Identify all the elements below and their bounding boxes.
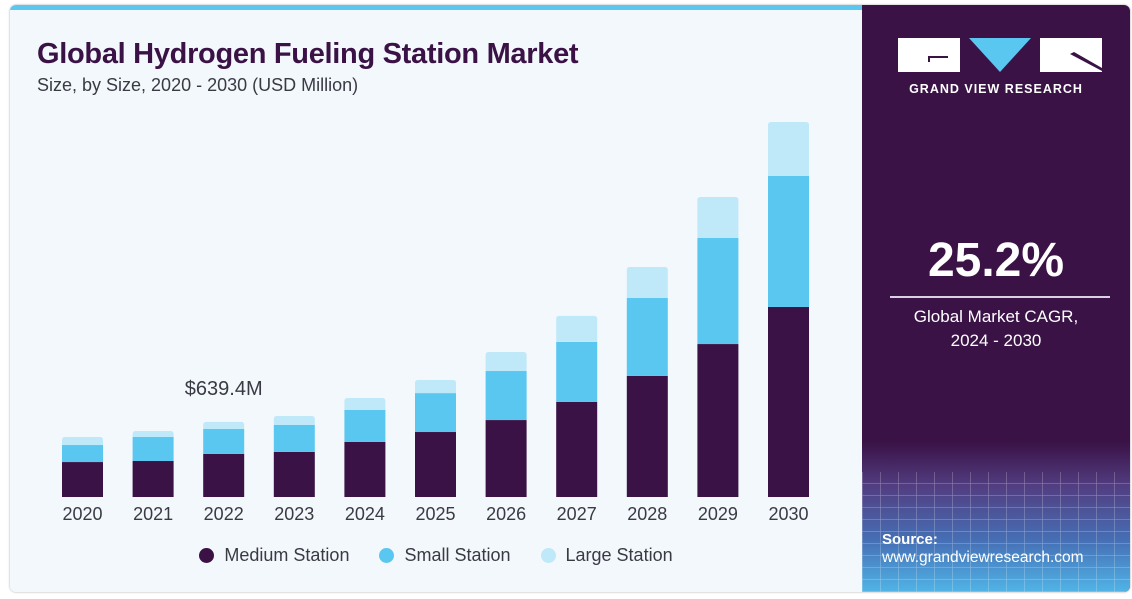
infographic-card: Global Hydrogen Fueling Station Market S… [10, 5, 1130, 592]
x-tick-label-2020: 2020 [62, 504, 102, 524]
bar-small-station-2028 [626, 297, 668, 376]
chart-subtitle: Size, by Size, 2020 - 2030 (USD Million) [37, 75, 359, 95]
cagr-label: Global Market CAGR, 2024 - 2030 [862, 305, 1130, 353]
legend-dot-medium [199, 548, 215, 563]
brand-panel: GRAND VIEW RESEARCH 25.2% Global Market … [862, 5, 1130, 592]
x-tick-label-2025: 2025 [415, 504, 455, 524]
bar-large-station-2028 [626, 266, 668, 298]
mesh-lines [862, 472, 1130, 592]
cagr-label-line2: 2024 - 2030 [950, 331, 1042, 350]
bar-group-2027 [556, 315, 598, 497]
bar-medium-station-2021 [132, 460, 174, 497]
cagr-value: 25.2% [927, 234, 1065, 287]
bar-large-station-2022 [203, 421, 245, 429]
x-tick-label-2021: 2021 [133, 504, 173, 524]
bar-group-2026 [485, 352, 527, 497]
bar-small-station-2029 [697, 238, 739, 345]
x-tick-label-2024: 2024 [345, 504, 385, 524]
gvr-logo-icon [898, 38, 1102, 72]
x-tick-label-2029: 2029 [698, 504, 738, 524]
bar-small-station-2027 [556, 341, 598, 402]
bar-small-station-2030 [768, 175, 809, 307]
bar-medium-station-2020 [62, 462, 103, 497]
stacked-bar-chart: 2020 2021 2022 2023 2024 2025 2026 2027 2028 2029… [62, 122, 809, 524]
accent-strip [10, 5, 862, 10]
bar-medium-station-2030 [768, 306, 809, 497]
bar-group-2030 [768, 122, 809, 497]
legend-item-medium: Medium Station [199, 545, 349, 566]
bar-group-2029 [697, 196, 739, 497]
legend-label-small: Small Station [404, 545, 511, 565]
brand-name: GRAND VIEW RESEARCH [909, 82, 1083, 96]
bar-medium-station-2023 [273, 451, 315, 497]
legend-dot-small [379, 548, 395, 563]
bar-small-station-2026 [485, 371, 527, 421]
legend-dot-large [540, 548, 556, 563]
bar-group-2022 [203, 421, 245, 497]
bar-medium-station-2026 [485, 420, 527, 497]
cagr-label-line1: Global Market CAGR, [913, 307, 1079, 326]
bar-large-station-2021 [132, 430, 174, 437]
legend-item-large: Large Station [540, 545, 673, 566]
bar-large-station-2029 [697, 196, 739, 239]
legend-label-large: Large Station [565, 545, 673, 565]
bar-group-2023 [273, 415, 315, 497]
bar-small-station-2022 [203, 428, 245, 454]
bar-small-station-2020 [62, 445, 103, 463]
bar-small-station-2023 [273, 424, 315, 452]
bar-small-station-2024 [344, 409, 386, 442]
bar-medium-station-2027 [556, 401, 598, 497]
bar-large-station-2023 [273, 415, 315, 425]
bar-large-station-2020 [62, 437, 103, 446]
bar-group-2021 [132, 430, 174, 497]
chart-panel: Global Hydrogen Fueling Station Market S… [10, 5, 862, 592]
bar-large-station-2027 [556, 315, 598, 342]
bar-medium-station-2029 [697, 344, 739, 497]
mesh-background [862, 442, 1130, 592]
bar-group-2028 [626, 266, 668, 497]
bar-medium-station-2024 [344, 441, 386, 497]
bar-large-station-2026 [485, 352, 527, 372]
bar-large-station-2025 [415, 380, 456, 394]
x-tick-label-2026: 2026 [486, 504, 526, 524]
bar-large-station-2024 [344, 398, 386, 410]
bar-group-2025 [415, 380, 456, 497]
bar-large-station-2030 [768, 122, 809, 176]
cagr-divider [890, 296, 1110, 298]
legend-item-small: Small Station [379, 545, 511, 566]
x-tick-label-2030: 2030 [768, 504, 808, 524]
bar-group-2020 [62, 437, 103, 497]
chart-title: Global Hydrogen Fueling Station Market [37, 38, 579, 70]
legend: Medium Station Small Station Large Stati… [10, 545, 862, 566]
x-tick-label-2023: 2023 [274, 504, 314, 524]
bar-medium-station-2028 [626, 375, 668, 497]
bar-medium-station-2022 [203, 453, 245, 497]
x-tick-label-2028: 2028 [627, 504, 667, 524]
bar-small-station-2025 [415, 393, 456, 433]
bar-group-2024 [344, 398, 386, 497]
x-tick-label-2027: 2027 [557, 504, 597, 524]
bar-small-station-2021 [132, 436, 174, 461]
x-tick-label-2022: 2022 [204, 504, 244, 524]
legend-label-medium: Medium Station [224, 545, 350, 565]
data-label-2022: $639.4M [185, 378, 263, 400]
bar-medium-station-2025 [415, 432, 456, 497]
source-url: www.grandviewresearch.com [882, 549, 1084, 566]
source-heading: Source: [882, 531, 938, 548]
